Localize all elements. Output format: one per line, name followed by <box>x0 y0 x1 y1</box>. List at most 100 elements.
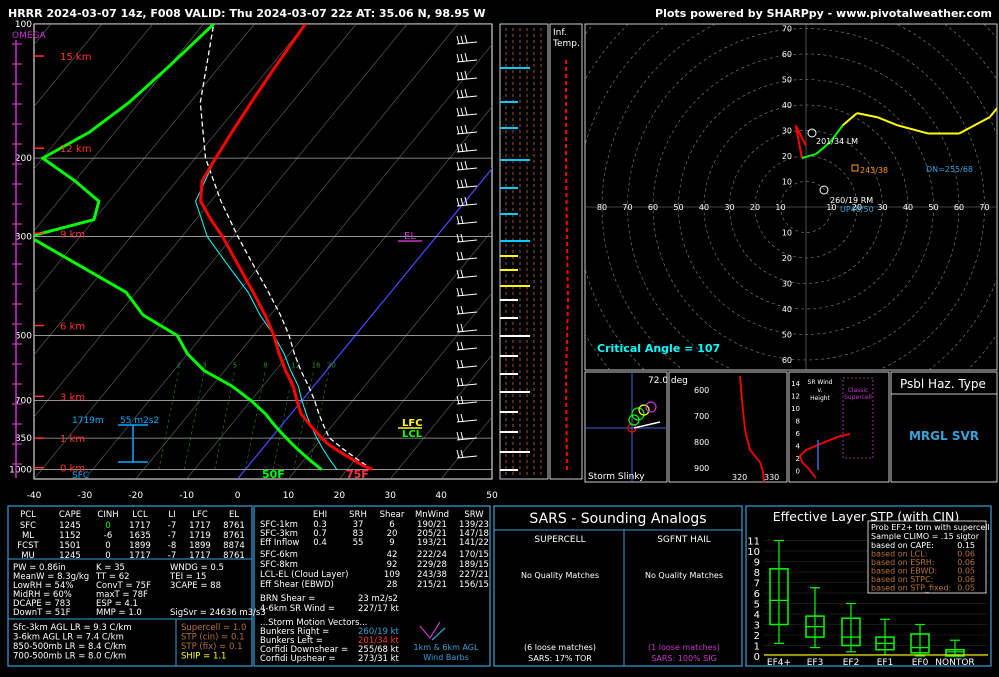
kinematic-cell: 6 <box>389 520 394 530</box>
isotherm <box>288 230 492 479</box>
parcel-header: CINH <box>97 510 118 520</box>
wind-barb <box>456 124 478 135</box>
srwind-title: v. <box>818 387 823 394</box>
sigsvr-value: SigSvr = 24636 m3/s3 <box>170 608 266 618</box>
isotherm <box>543 24 916 479</box>
inflow-temp-label-1: Inf. <box>553 28 567 38</box>
kinematic-cell: 20 <box>387 529 398 539</box>
height-label: 3 km <box>60 392 85 403</box>
kinematic-cell: 205/21 <box>417 529 447 539</box>
header-credit: Plots powered by SHARPpy - www.pivotalwe… <box>655 7 992 20</box>
hodo-x-label: 60 <box>648 203 658 212</box>
hodo-segment <box>842 112 858 127</box>
wind-barb <box>456 377 478 387</box>
hodo-ring-label: 30 <box>782 127 792 136</box>
storm-motion-label: Corfidi Upshear = <box>260 654 336 664</box>
kinematic-cell: 0.7 <box>313 529 327 539</box>
parcel-header: EL <box>229 510 239 520</box>
srwind-title: Height <box>810 395 830 402</box>
temperature-tick-label: -20 <box>128 491 143 501</box>
thermo-value: ConvT = 75F <box>96 581 151 591</box>
eff-inflow-height: 1719m <box>72 416 104 426</box>
hodo-x-label: 10 <box>775 203 785 212</box>
srwind-y-tick: 14 <box>791 380 800 388</box>
stp-prob-row-label: based on ESRH: <box>871 558 935 567</box>
hodo-rm-marker <box>819 185 829 195</box>
thermo-value: 3CAPE = 88 <box>170 581 221 591</box>
hodo-ring-label: 10 <box>782 178 792 187</box>
srwind-y-tick: 6 <box>796 430 801 438</box>
pressure-tick-label: 300 <box>15 233 32 243</box>
hodo-lm-marker <box>807 128 817 138</box>
thermo-value: WNDG = 0.5 <box>170 563 224 573</box>
kinematic-row-label: SFC-6km <box>260 550 298 560</box>
kinematic-header: SRW <box>464 510 484 520</box>
stp-prob-title: Prob EF2+ torn with supercell <box>871 523 990 532</box>
stp-prob-row-value: 0.05 <box>957 567 975 576</box>
hodo-ring-label: 30 <box>782 280 792 289</box>
hodo-ring-label: 10 <box>782 229 792 238</box>
hodo-segment <box>829 124 844 143</box>
isotherm <box>186 106 492 479</box>
wind-barb <box>456 251 478 261</box>
theta-y-tick: 700 <box>694 412 709 421</box>
isotherm <box>34 24 102 108</box>
pressure-tick-label: 700 <box>15 397 32 407</box>
wind-barb <box>456 287 478 297</box>
wind-barb <box>456 196 478 207</box>
stp-y-tick: 6 <box>754 589 760 600</box>
thermo-value: K = 35 <box>96 563 125 573</box>
hodo-segment <box>897 124 929 135</box>
stp-box <box>910 633 930 654</box>
wind-barb <box>456 305 478 315</box>
stp-prob-row-label: based on EBWD: <box>871 567 937 576</box>
sars-supercell-result: No Quality Matches <box>521 571 599 580</box>
kinematic-row-label: Eff Inflow <box>260 538 299 548</box>
mixing-ratio-label: 8 <box>263 362 267 370</box>
kinematic-row-label: SFC-1km <box>260 520 298 530</box>
hodo-ring-label: 70 <box>782 25 792 34</box>
kinematic-header: EHI <box>313 510 327 520</box>
kinematic-row-label: SFC-3km <box>260 529 298 539</box>
hodo-up-label: UP40/50 <box>840 205 874 214</box>
thermo-value: TEI = 15 <box>169 572 206 582</box>
storm-motion-title: ...Storm Motion Vectors... <box>260 618 368 628</box>
slinky-vector <box>633 421 661 429</box>
parcel-header: LCL <box>132 510 148 520</box>
parcel-cell: -7 <box>168 531 176 541</box>
kinematic-cell: 9 <box>389 538 394 548</box>
kinematic-cell: 109 <box>384 570 400 580</box>
sars-title: SARS - Sounding Analogs <box>529 511 706 527</box>
kinematic-cell: 156/15 <box>459 580 489 590</box>
hodo-x-label: 70 <box>979 203 989 212</box>
hodo-x-label: 50 <box>928 203 938 212</box>
thermo-value: PW = 0.86in <box>13 563 66 573</box>
parcel-cell: 1719 <box>189 531 211 541</box>
stp-box <box>769 568 789 626</box>
kinematic-cell: 147/18 <box>459 529 489 539</box>
thermo-value: MeanW = 8.3g/kg <box>13 572 89 582</box>
srwind-y-tick: 0 <box>796 468 800 476</box>
parcel-header: LI <box>168 510 175 520</box>
stp-y-tick: 10 <box>747 547 760 558</box>
isotherm <box>389 354 492 479</box>
mixing-ratio-line <box>183 370 205 470</box>
parcel-cell: 1899 <box>129 541 151 551</box>
parcel-cell: FCST <box>17 541 39 551</box>
mixing-ratio-line <box>293 370 314 470</box>
eff-inflow-srh: 55 m2s2 <box>120 416 159 426</box>
wind-barb <box>456 323 478 333</box>
isotherm <box>34 24 408 479</box>
parcel-cell: 1245 <box>59 551 81 561</box>
isotherm <box>84 24 459 479</box>
parcel-cell: 8761 <box>223 551 245 561</box>
parcel-cell: 1717 <box>129 551 151 561</box>
parcel-cell: 8761 <box>223 521 245 531</box>
hazard-title: Psbl Haz. Type <box>900 377 986 391</box>
hodo-br-marker <box>851 164 859 172</box>
critical-angle: Critical Angle = 107 <box>597 342 720 355</box>
stp-y-tick: 0 <box>754 652 760 663</box>
height-label: 15 km <box>60 52 91 63</box>
